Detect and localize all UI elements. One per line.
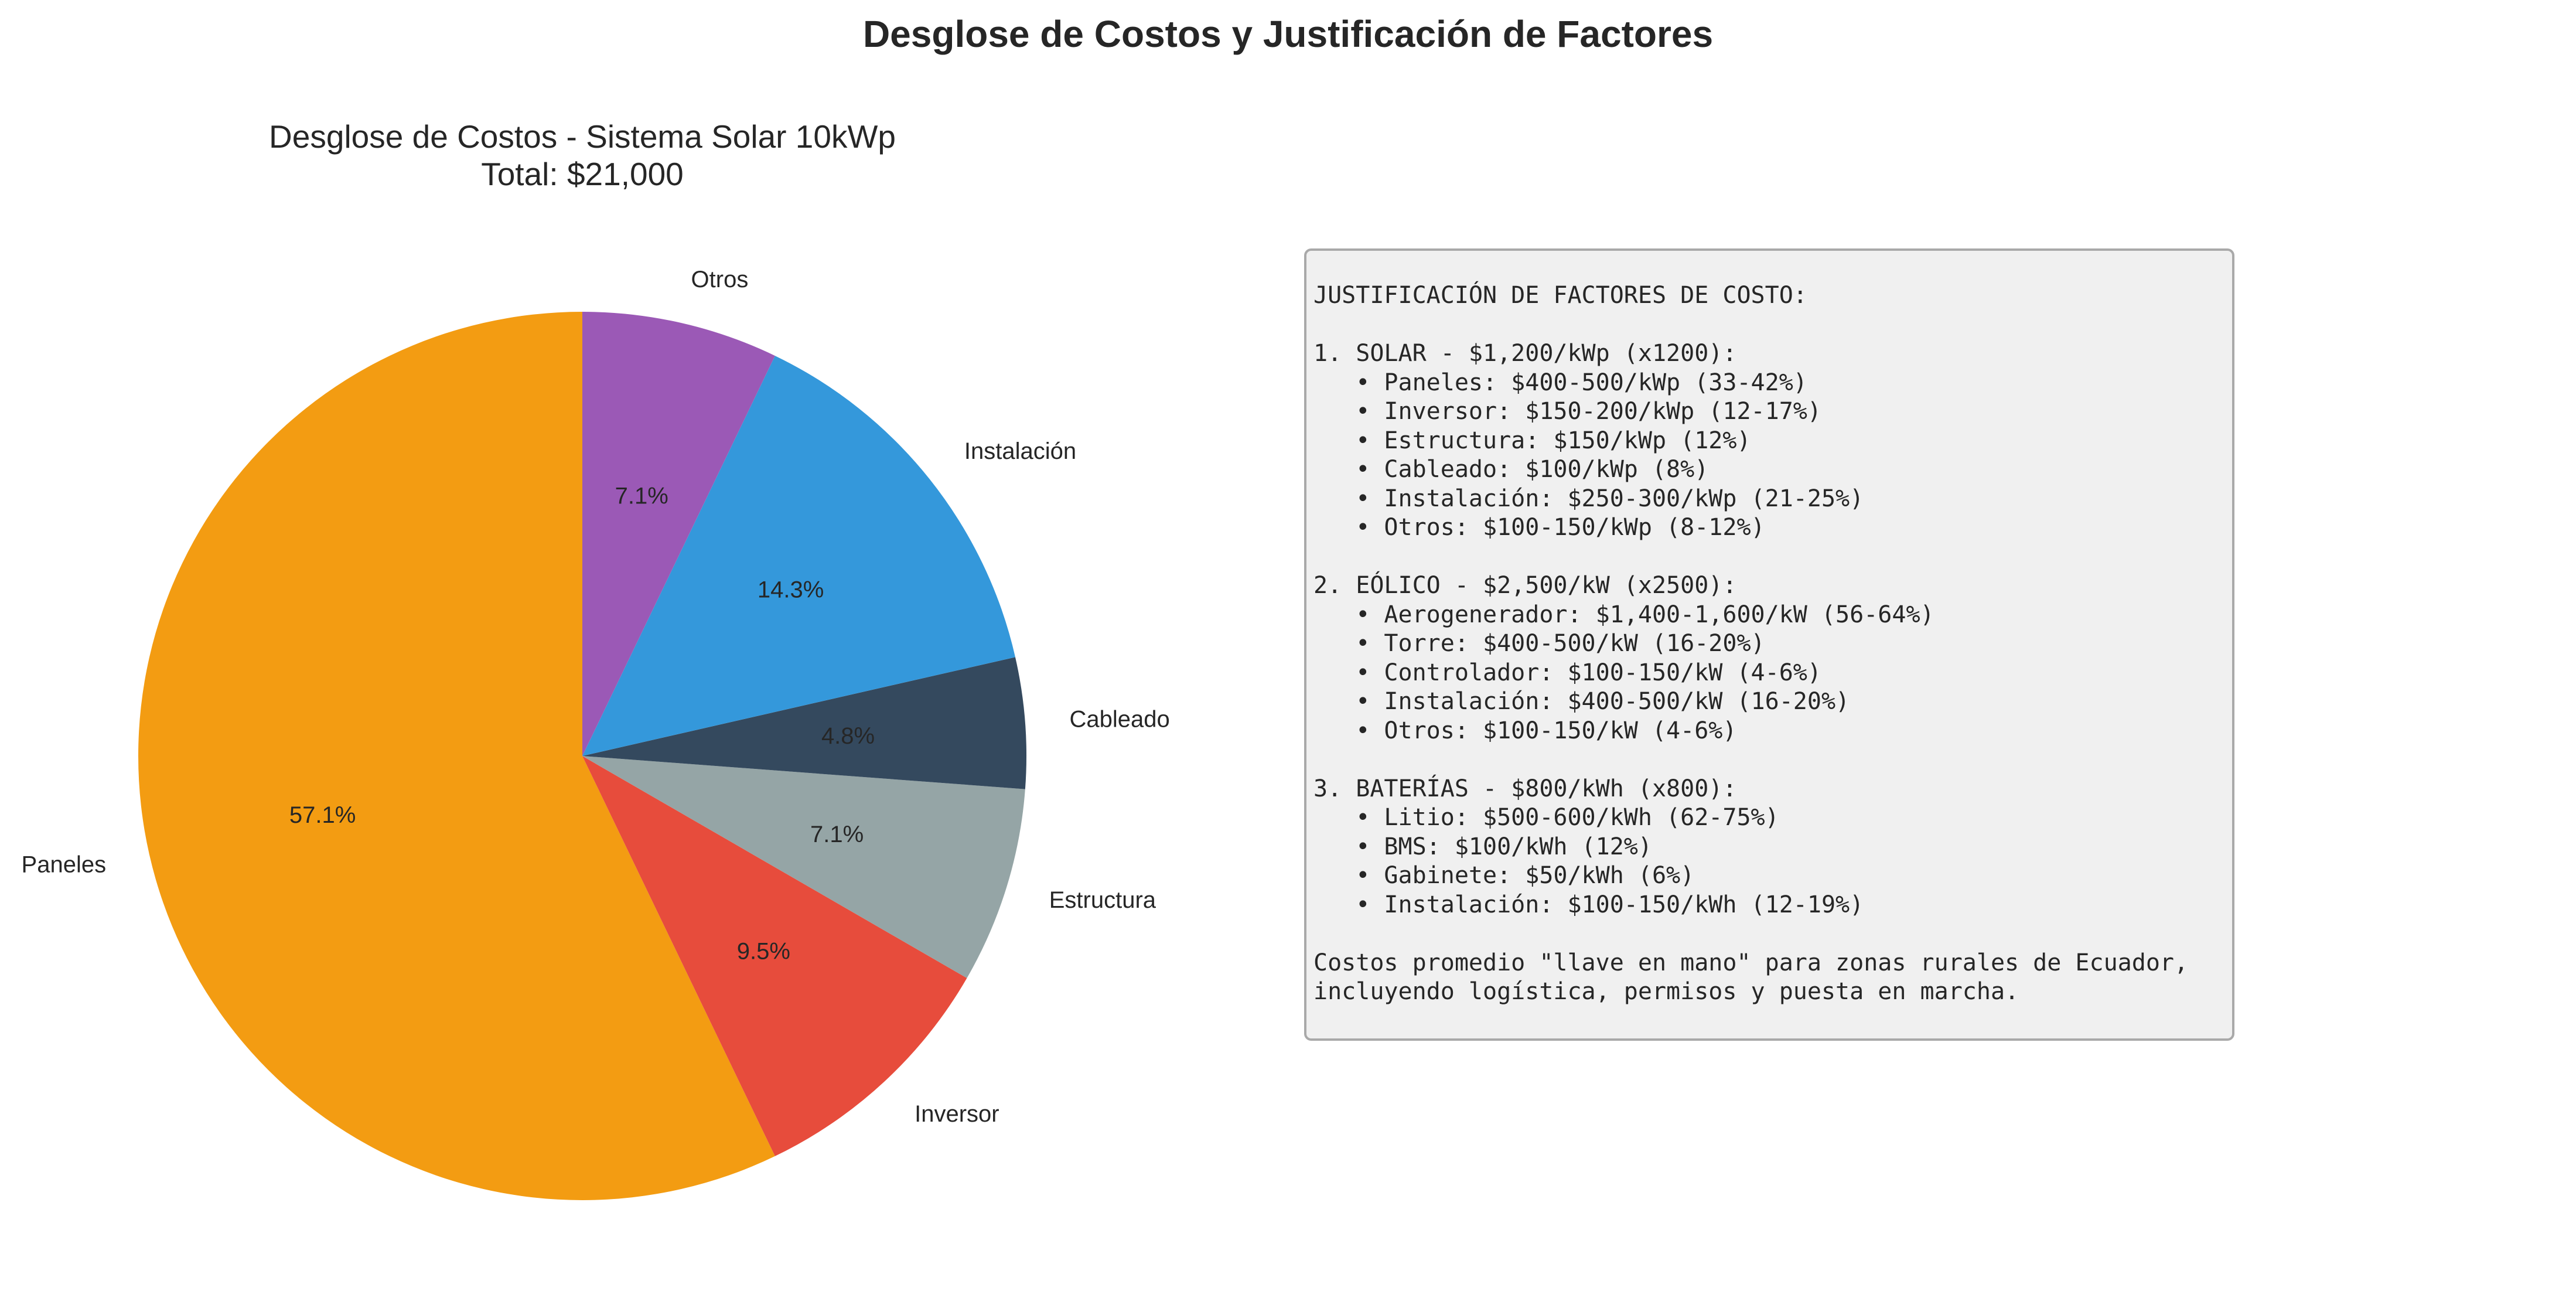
chart-title-line-1: Desglose de Costos - Sistema Solar 10kWp <box>269 118 896 155</box>
pie-slice-instalacion <box>582 356 1015 756</box>
pie-slices <box>138 312 1026 1200</box>
justification-box: JUSTIFICACIÓN DE FACTORES DE COSTO: 1. S… <box>1304 248 2234 1041</box>
pie-slice-otros <box>582 312 775 756</box>
pie-category-label-estructura: Estructura <box>1049 887 1156 913</box>
pie-slice-cableado <box>582 657 1026 789</box>
pie-category-label-cableado: Cableado <box>1069 707 1169 733</box>
pie-pct-label-cableado: 4.8% <box>821 723 875 749</box>
pie-slice-inversor <box>582 756 967 1156</box>
pie-pct-label-instalacion: 14.3% <box>758 577 824 602</box>
pie-category-label-paneles: Paneles <box>22 852 107 878</box>
pie-slice-estructura <box>582 756 1025 978</box>
pie-labels: 57.1% Paneles 9.5% Inversor 7.1% Estructura 4.… <box>22 267 1170 1127</box>
pie-pct-label-inversor: 9.5% <box>737 938 790 964</box>
chart-title-line-2: Total: $21,000 <box>481 156 684 192</box>
pie-slice-paneles <box>138 312 775 1200</box>
pie-category-label-instalacion: Instalación <box>964 438 1076 464</box>
justification-text: JUSTIFICACIÓN DE FACTORES DE COSTO: 1. S… <box>1313 282 2189 1005</box>
pie-pct-label-otros: 7.1% <box>615 483 668 509</box>
pie-category-label-inversor: Inversor <box>915 1101 999 1127</box>
pie-category-label-otros: Otros <box>691 267 749 292</box>
figure-title: Desglose de Costos y Justificación de Fa… <box>862 13 1714 55</box>
pie-pct-label-estructura: 7.1% <box>810 822 864 847</box>
pie-pct-label-paneles: 57.1% <box>289 802 356 828</box>
